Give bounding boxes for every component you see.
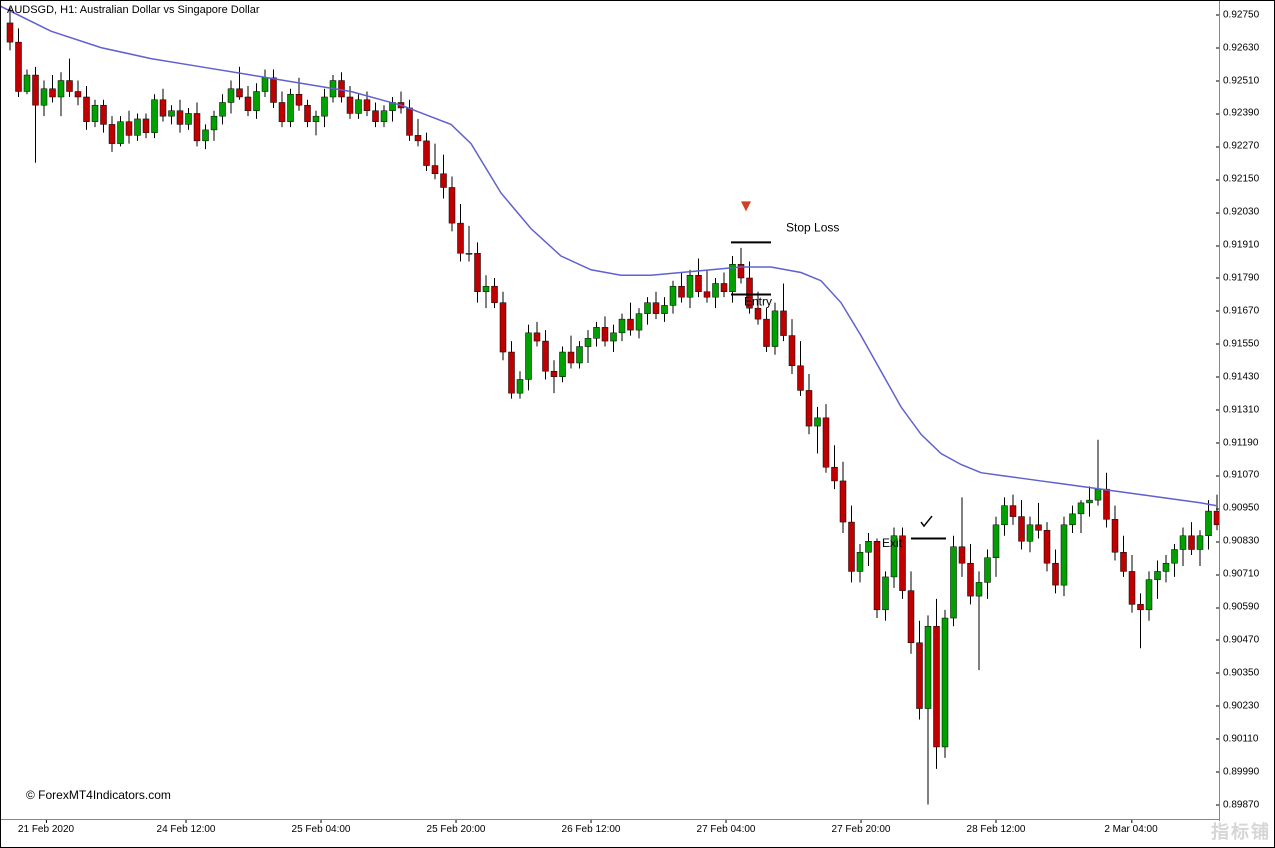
y-tick: 0.90710 — [1219, 569, 1274, 580]
y-tick: 0.91550 — [1219, 338, 1274, 349]
x-tick: 21 Feb 2020 — [18, 824, 74, 835]
x-tick: 27 Feb 04:00 — [697, 824, 756, 835]
y-tick: 0.90110 — [1219, 733, 1274, 744]
y-tick: 0.91910 — [1219, 240, 1274, 251]
copyright-text: © ForexMT4Indicators.com — [26, 788, 171, 802]
x-tick: 25 Feb 04:00 — [292, 824, 351, 835]
x-tick: 2 Mar 04:00 — [1104, 824, 1157, 835]
y-tick: 0.90470 — [1219, 634, 1274, 645]
svg-text:Exit: Exit — [882, 536, 903, 550]
chart-title: AUDSGD, H1: Australian Dollar vs Singapo… — [7, 4, 260, 16]
plot-area[interactable]: Stop Loss Entry Exit — [1, 1, 1219, 819]
x-tick: 26 Feb 12:00 — [562, 824, 621, 835]
y-tick: 0.90950 — [1219, 503, 1274, 514]
y-tick: 0.89990 — [1219, 766, 1274, 777]
y-tick: 0.90350 — [1219, 667, 1274, 678]
x-tick: 25 Feb 20:00 — [427, 824, 486, 835]
forex-chart: AUDSGD, H1: Australian Dollar vs Singapo… — [0, 0, 1275, 848]
svg-text:Entry: Entry — [744, 294, 772, 308]
y-tick: 0.89870 — [1219, 799, 1274, 810]
y-tick: 0.92390 — [1219, 108, 1274, 119]
watermark-text: 指标铺 — [1211, 818, 1271, 844]
chart-svg: Stop Loss Entry Exit — [1, 1, 1221, 821]
y-tick: 0.92270 — [1219, 141, 1274, 152]
y-tick: 0.91430 — [1219, 371, 1274, 382]
y-tick: 0.91670 — [1219, 305, 1274, 316]
y-axis: 0.92750 0.92630 0.92510 0.92390 0.92270 0.921… — [1219, 1, 1274, 821]
y-tick: 0.92750 — [1219, 9, 1274, 20]
x-tick: 24 Feb 12:00 — [157, 824, 216, 835]
y-tick: 0.90230 — [1219, 700, 1274, 711]
y-tick: 0.92510 — [1219, 75, 1274, 86]
y-tick: 0.90590 — [1219, 602, 1274, 613]
x-tick: 28 Feb 12:00 — [967, 824, 1026, 835]
y-tick: 0.90830 — [1219, 536, 1274, 547]
y-tick: 0.91190 — [1219, 437, 1274, 448]
y-tick: 0.91790 — [1219, 272, 1274, 283]
y-tick: 0.92630 — [1219, 42, 1274, 53]
x-tick: 27 Feb 20:00 — [832, 824, 891, 835]
y-tick: 0.92030 — [1219, 207, 1274, 218]
y-tick: 0.91070 — [1219, 470, 1274, 481]
y-tick: 0.92150 — [1219, 174, 1274, 185]
y-tick: 0.91310 — [1219, 404, 1274, 415]
svg-text:Stop Loss: Stop Loss — [786, 220, 839, 234]
x-axis: 21 Feb 2020 24 Feb 12:00 25 Feb 04:00 25 Fe… — [1, 819, 1219, 847]
